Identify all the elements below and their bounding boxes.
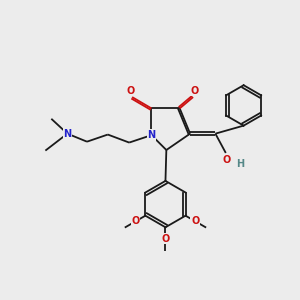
Text: O: O (131, 216, 140, 226)
Text: O: O (190, 85, 199, 96)
Text: O: O (127, 85, 135, 96)
Text: O: O (222, 154, 230, 164)
Text: H: H (237, 159, 245, 169)
Text: O: O (161, 234, 169, 244)
Text: N: N (147, 130, 155, 140)
Text: N: N (63, 129, 71, 139)
Text: O: O (191, 216, 200, 226)
